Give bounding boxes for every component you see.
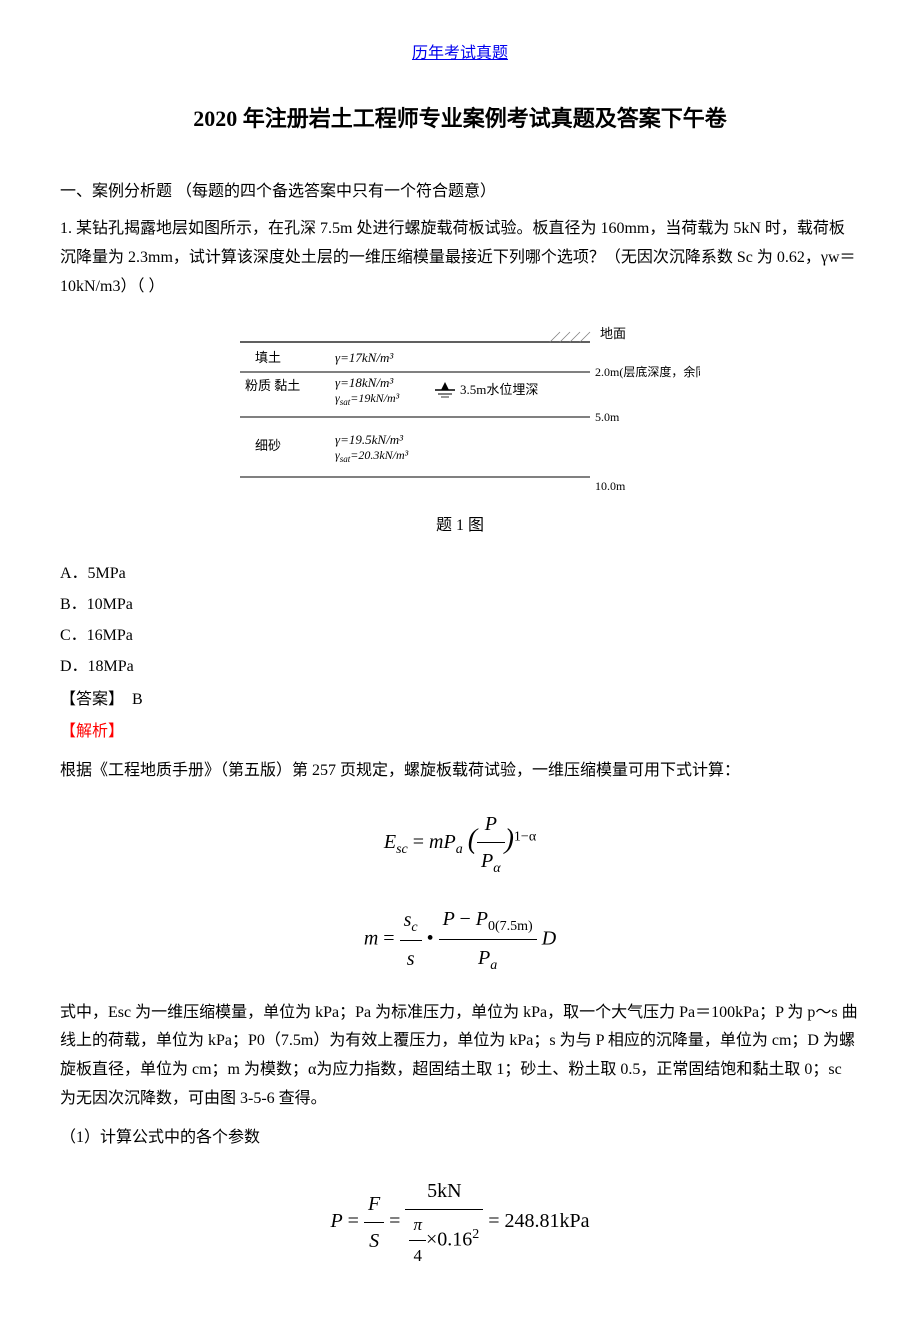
- soil-diagram: 地面 填土 γ=17kN/m³ 2.0m(层底深度，余同) 粉质 黏土 γ=18…: [220, 322, 700, 541]
- formula-1: Esc = mPa (PPα)1−α: [60, 806, 860, 881]
- option-a: A．5MPa: [60, 560, 860, 589]
- diagram-caption: 题 1 图: [220, 512, 700, 541]
- layer3-name: 细砂: [255, 438, 281, 453]
- section-header: 一、案例分析题 （每题的四个备选答案中只有一个符合题意）: [60, 178, 860, 207]
- option-d: D．18MPa: [60, 653, 860, 682]
- layer1-depth: 2.0m(层底深度，余同): [595, 364, 700, 379]
- formula-3: P = FS = 5kN π4×0.162 = 248.81kPa: [60, 1173, 860, 1272]
- answer-label: 【答案】: [60, 691, 124, 708]
- layer2-params2: γsat=19kN/m³: [335, 391, 400, 407]
- header-link[interactable]: 历年考试真题: [60, 40, 860, 69]
- answer-value: B: [132, 691, 143, 708]
- header-link-text: 历年考试真题: [412, 45, 508, 62]
- page-title: 2020 年注册岩土工程师专业案例考试真题及答案下午卷: [60, 99, 860, 139]
- analysis-text1: 根据《工程地质手册》（第五版）第 257 页规定，螺旋板载荷试验，一维压缩模量可…: [60, 757, 860, 786]
- question-body: 某钻孔揭露地层如图所示，在孔深 7.5m 处进行螺旋载荷板试验。板直径为 160…: [60, 220, 856, 295]
- layer3-depth: 10.0m: [595, 479, 626, 493]
- answer-line: 【答案】 B: [60, 686, 860, 715]
- layer1-params: γ=17kN/m³: [335, 350, 394, 365]
- layer3-params2: γsat=20.3kN/m³: [335, 448, 409, 464]
- diagram-svg: 地面 填土 γ=17kN/m³ 2.0m(层底深度，余同) 粉质 黏土 γ=18…: [220, 322, 700, 502]
- layer2-depth: 5.0m: [595, 410, 620, 424]
- layer1-name: 填土: [255, 350, 281, 365]
- option-b: B．10MPa: [60, 591, 860, 620]
- layer2-params1: γ=18kN/m³: [335, 375, 394, 390]
- option-c: C．16MPa: [60, 622, 860, 651]
- question-number: 1.: [60, 220, 72, 237]
- analysis-label: 【解析】: [60, 723, 124, 740]
- question-text: 1. 某钻孔揭露地层如图所示，在孔深 7.5m 处进行螺旋载荷板试验。板直径为 …: [60, 215, 860, 301]
- layer2-name: 粉质 黏土: [245, 378, 300, 393]
- analysis-text2: 式中，Esc 为一维压缩模量，单位为 kPa；Pa 为标准压力，单位为 kPa，…: [60, 999, 860, 1114]
- formula-2: m = scs • P − P0(7.5m)Pa D: [60, 901, 860, 978]
- ground-label: 地面: [600, 326, 626, 341]
- analysis-step1: （1）计算公式中的各个参数: [60, 1124, 860, 1153]
- water-label: 3.5m水位埋深: [460, 382, 538, 397]
- analysis-label-line: 【解析】: [60, 718, 860, 747]
- layer3-params1: γ=19.5kN/m³: [335, 432, 404, 447]
